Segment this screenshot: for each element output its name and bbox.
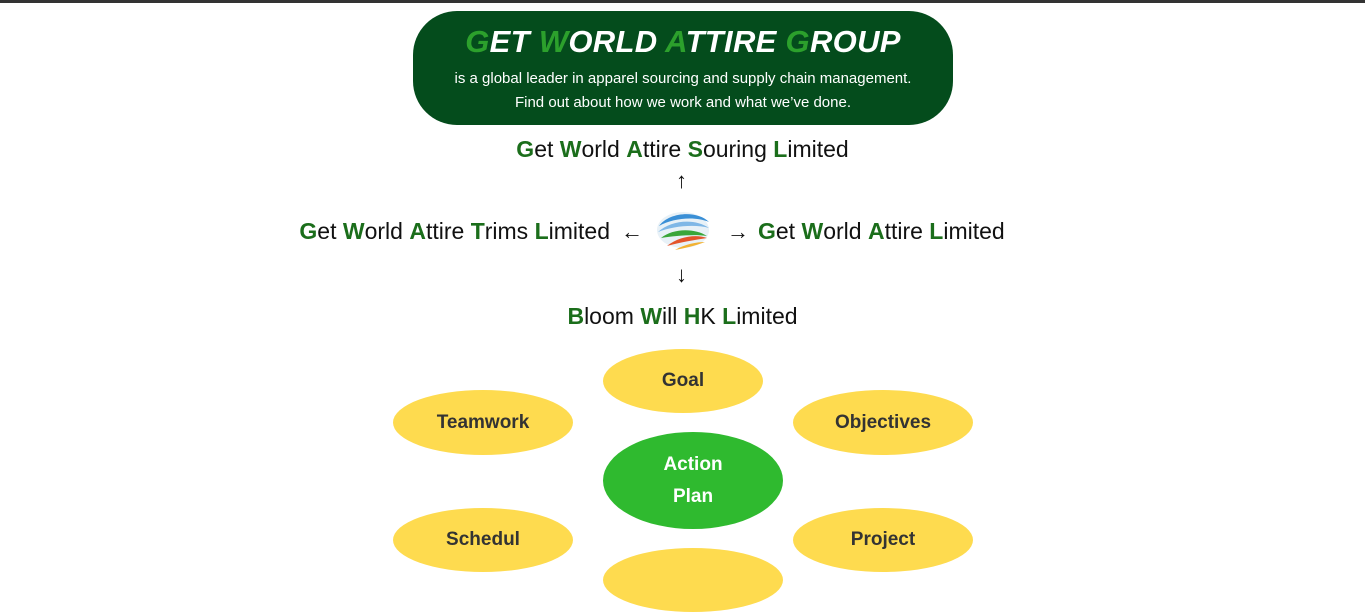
globe-swoosh-icon [657,212,709,250]
title-initial: A [665,24,686,59]
company-word: et [775,218,796,244]
title-initial: G [785,24,810,59]
banner-subtitle: is a global leader in apparel sourcing a… [413,67,953,115]
company-souring-limited: Get World Attire Souring Limited [0,135,1365,163]
banner-title: GET WORLD ATTIRE GROUP [413,24,953,60]
title-word: TTIRE [685,24,777,59]
company-word: rims [484,218,529,244]
top-border [0,0,1365,3]
company-initial: A [626,136,643,162]
arrow-left-icon: ← [621,219,643,244]
oval-objectives: Objectives [793,390,973,455]
company-word: imited [548,218,610,244]
title-word: ROUP [809,24,901,59]
company-initial: T [470,218,485,244]
company-word: K [700,303,716,329]
title-initial: G [465,24,490,59]
banner-subtitle-line: is a global leader in apparel sourcing a… [454,70,912,87]
arrow-down-icon: ↓ [676,262,687,287]
company-initial: G [758,218,776,244]
company-word: ill [662,303,678,329]
title-word: ORLD [568,24,658,59]
company-word: imited [736,303,798,329]
group-banner: GET WORLD ATTIRE GROUP is a global leade… [413,11,953,125]
banner-subtitle-line: Find out about how we work and what we’v… [514,94,852,111]
company-limited: Get World Attire Limited [758,217,1005,245]
company-initial: L [929,218,944,244]
company-word: orld [581,136,620,162]
company-initial: W [559,136,582,162]
arrow-up-icon: ↑ [676,168,687,193]
oval-project: Project [793,508,973,572]
company-initial: L [773,136,788,162]
company-initial: L [722,303,737,329]
oval-teamwork: Teamwork [393,390,573,455]
company-word: orld [364,218,403,244]
company-word: ttire [425,218,465,244]
company-initial: H [683,303,701,329]
action-plan-line: Action [663,453,723,475]
company-initial: W [342,218,365,244]
company-bloom-will: Bloom Will HK Limited [0,302,1365,330]
company-trims-limited: Get World Attire Trims Limited [299,217,610,245]
oval-bottom [603,548,783,612]
company-initial: G [299,218,318,244]
oval-action-plan: Action Plan [603,432,783,529]
company-initial: A [409,218,426,244]
company-initial: A [867,218,885,244]
company-initial: S [687,136,703,162]
company-word: ttire [884,218,923,244]
company-word: loom [584,303,634,329]
oval-goal: Goal [603,349,763,413]
arrow-right-icon: → [727,219,749,244]
company-initial: L [534,218,549,244]
company-word: et [534,136,554,162]
company-initial: W [801,218,824,244]
oval-schedule: Schedul [393,508,573,572]
company-initial: G [516,136,535,162]
company-initial: W [640,303,663,329]
title-word: ET [489,24,530,59]
company-word: orld [823,218,862,244]
company-word: ttire [642,136,682,162]
company-word: ouring [702,136,767,162]
company-initial: B [567,303,585,329]
title-initial: W [538,24,569,59]
company-word: et [317,218,337,244]
action-plan-line: Plan [672,485,714,507]
company-word: imited [787,136,849,162]
company-word: imited [943,218,1005,244]
